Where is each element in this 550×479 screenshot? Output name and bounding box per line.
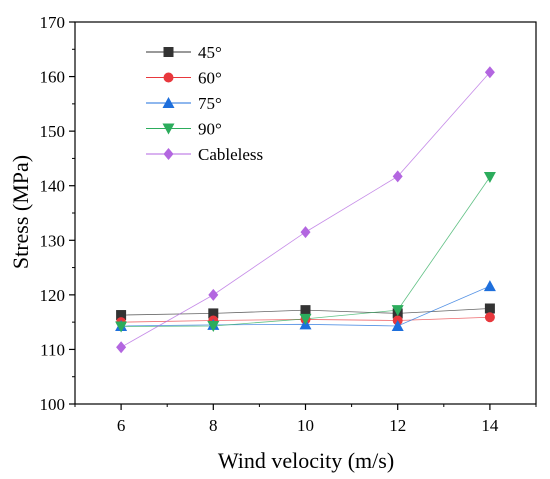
x-axis-ticks: 6 8 10 12 14 xyxy=(74,404,537,435)
legend: 45° 60° 75° 90° Cableless xyxy=(146,43,263,164)
data-point xyxy=(300,226,311,239)
legend-label: 60° xyxy=(198,69,222,88)
data-point xyxy=(484,303,495,314)
data-point xyxy=(116,341,127,354)
legend-label: 75° xyxy=(198,94,222,113)
data-point xyxy=(483,280,496,292)
data-point xyxy=(208,308,219,319)
x-tick-label: 6 xyxy=(117,416,126,435)
y-tick-label: 150 xyxy=(40,122,66,141)
x-tick-label: 14 xyxy=(481,416,499,435)
y-axis-ticks: 100 110 120 130 140 150 160 170 xyxy=(40,13,75,414)
y-tick-label: 120 xyxy=(40,286,66,305)
x-tick-label: 12 xyxy=(389,416,406,435)
data-point xyxy=(391,305,404,317)
data-point xyxy=(207,320,220,332)
legend-marker xyxy=(162,123,175,135)
y-tick-label: 140 xyxy=(40,177,66,196)
data-point xyxy=(208,288,219,301)
series-line-3 xyxy=(121,176,491,327)
data-point xyxy=(483,171,496,183)
y-tick-label: 100 xyxy=(40,395,66,414)
legend-marker xyxy=(163,148,174,160)
data-point xyxy=(115,321,128,333)
x-tick-label: 10 xyxy=(297,416,314,435)
series-markers xyxy=(115,66,496,354)
data-point xyxy=(392,170,403,183)
data-point xyxy=(299,313,312,325)
y-tick-label: 110 xyxy=(40,340,65,359)
data-point xyxy=(300,305,311,316)
x-tick-label: 8 xyxy=(209,416,218,435)
data-point xyxy=(391,319,404,331)
legend-marker xyxy=(162,97,175,108)
plot-frame xyxy=(74,21,537,405)
legend-marker xyxy=(163,72,174,83)
legend-marker xyxy=(163,47,174,57)
data-point xyxy=(484,312,495,323)
legend-label: Cableless xyxy=(198,145,263,164)
legend-label: 45° xyxy=(198,43,222,62)
data-point xyxy=(116,310,127,321)
y-axis-label: Stress (MPa) xyxy=(8,155,33,269)
data-point xyxy=(484,66,495,79)
y-tick-label: 160 xyxy=(40,68,66,87)
y-tick-label: 170 xyxy=(40,13,66,32)
y-tick-label: 130 xyxy=(40,231,66,250)
plot-area-border xyxy=(74,21,537,405)
legend-label: 90° xyxy=(198,120,222,139)
x-axis-label: Wind velocity (m/s) xyxy=(218,448,394,473)
